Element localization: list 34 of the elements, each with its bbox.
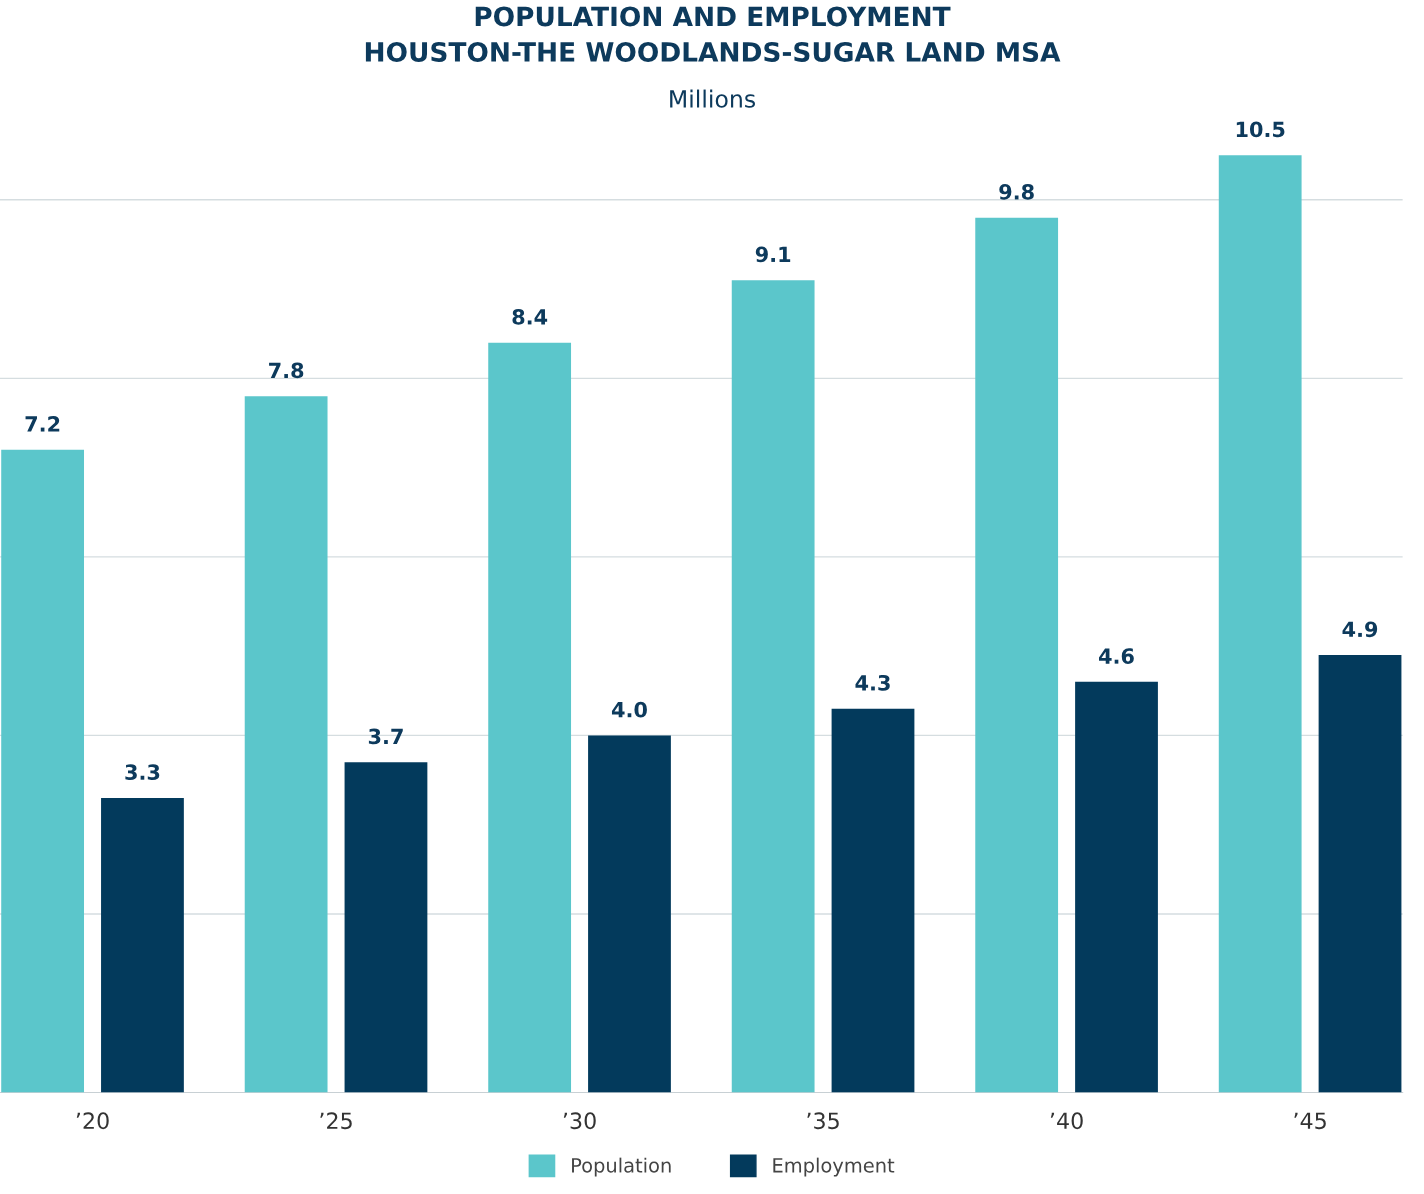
x-tick-label: ’25: [320, 1112, 352, 1130]
bar: [1, 449, 85, 1093]
bar: [1318, 655, 1402, 1093]
bar: [975, 217, 1059, 1093]
data-label: 4.3: [855, 674, 890, 691]
bar: [1218, 155, 1302, 1093]
bar: [1075, 681, 1158, 1093]
bar: [344, 762, 428, 1093]
bar: [244, 396, 328, 1093]
data-label: 4.6: [1099, 648, 1134, 664]
bar: [588, 735, 671, 1093]
data-label: 7.2: [25, 416, 60, 432]
chart-title: POPULATION AND EMPLOYMENT HOUSTON-THE WOODLANDS-SUGAR LAND MSA: [365, 6, 1061, 62]
data-label: 3.3: [125, 764, 160, 780]
x-tick-label: ’35: [807, 1112, 839, 1130]
data-label: 8.4: [512, 308, 548, 325]
x-tick-label: ’30: [563, 1112, 596, 1130]
x-tick-label: ’40: [1050, 1112, 1083, 1130]
bar: [731, 280, 815, 1093]
data-label: 9.1: [755, 246, 791, 263]
data-label: 10.5: [1236, 121, 1285, 138]
bar: [488, 342, 572, 1093]
legend-label: Employment: [773, 1157, 895, 1177]
data-label: 9.8: [999, 183, 1034, 200]
data-label: 3.7: [368, 728, 403, 745]
data-label: 4.0: [611, 701, 647, 718]
x-tick-label: ’20: [76, 1112, 109, 1130]
chart-subtitle: Millions: [670, 89, 756, 108]
data-label: 4.9: [1342, 621, 1378, 638]
bar: [831, 708, 915, 1093]
legend-label: Population: [572, 1157, 671, 1177]
x-tick-label: ’45: [1294, 1112, 1326, 1130]
data-label: 7.8: [269, 362, 304, 379]
bar: [101, 797, 184, 1093]
